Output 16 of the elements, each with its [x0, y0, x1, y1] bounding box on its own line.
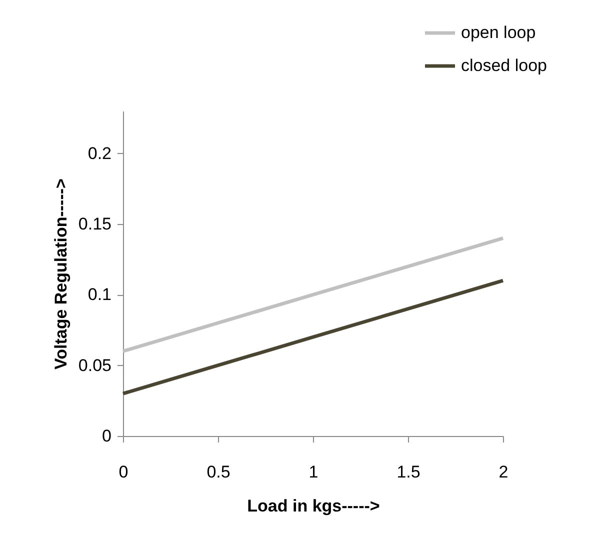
line-series [121, 278, 505, 396]
line-series [121, 236, 505, 353]
y-tick-label: 0 [102, 426, 112, 446]
x-tick-label: 1 [308, 462, 318, 482]
x-tick-label: 0 [118, 462, 128, 482]
legend-label: open loop [461, 23, 536, 42]
x-tick-label: 2 [498, 462, 508, 482]
x-tick-label: 0.5 [206, 462, 230, 482]
y-axis-title: Voltage Regulation-----> [51, 178, 70, 370]
x-tick-label: 1.5 [396, 462, 420, 482]
y-tick-label: 0.05 [78, 356, 112, 375]
y-tick-label: 0.15 [78, 214, 112, 234]
y-tick-label: 0.2 [88, 144, 112, 163]
y-tick-label: 0.1 [88, 285, 112, 304]
legend-label: closed loop [461, 56, 548, 75]
x-axis-title: Load in kgs-----> [247, 496, 380, 516]
